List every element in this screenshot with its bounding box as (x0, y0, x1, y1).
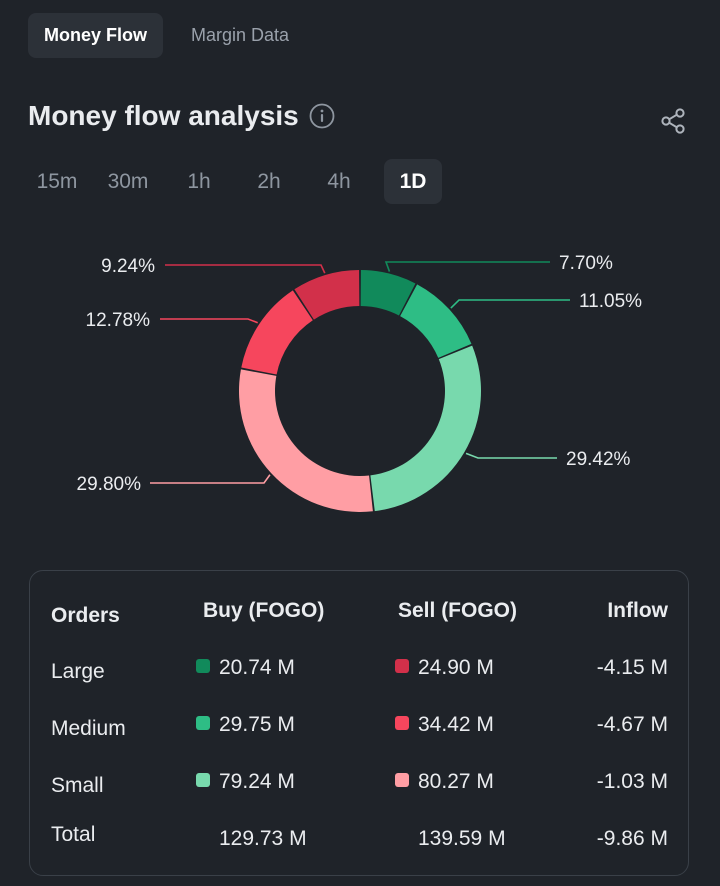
top-tabs: Money Flow Margin Data (28, 13, 305, 58)
donut-slice-sell-large[interactable] (294, 270, 360, 320)
range-15m[interactable]: 15m (36, 169, 78, 193)
leader-line (160, 318, 258, 324)
share-icon[interactable] (656, 104, 690, 138)
buy-large-swatch (196, 659, 210, 674)
section-header: Money flow analysis (28, 100, 335, 132)
sell-small-swatch (395, 773, 409, 788)
sell-value: 34.42 M (418, 713, 494, 736)
buy-value: 29.75 M (219, 713, 295, 736)
tab-money-flow[interactable]: Money Flow (28, 13, 163, 58)
slice-label: 7.70% (559, 253, 613, 274)
donut-slice-buy-large[interactable] (360, 270, 416, 316)
range-1d[interactable]: 1D (384, 159, 442, 204)
info-icon[interactable] (309, 103, 335, 129)
row-label: Large (51, 660, 105, 683)
range-2h[interactable]: 2h (257, 169, 281, 193)
inflow-value: -4.67 M (596, 713, 668, 736)
sell-value: 24.90 M (418, 656, 494, 679)
buy-cell: 29.75 M (196, 713, 295, 737)
donut-slice-buy-small[interactable] (370, 345, 481, 512)
orders-table: Orders Buy (FOGO) Sell (FOGO) Inflow Lar… (29, 570, 689, 876)
tab-margin-data[interactable]: Margin Data (191, 25, 290, 45)
inflow-value: -4.15 M (596, 656, 668, 679)
slice-label: 29.80% (77, 474, 142, 495)
sell-cell: 80.27 M (395, 770, 494, 794)
page-title: Money flow analysis (28, 100, 299, 131)
donut-slice-buy-medium[interactable] (400, 284, 472, 358)
buy-cell: 20.74 M (196, 656, 295, 680)
total-inflow: -9.86 M (596, 827, 668, 850)
leader-line (384, 261, 550, 272)
sell-medium-swatch (395, 716, 409, 731)
leader-line (150, 474, 271, 484)
sell-value: 80.27 M (418, 770, 494, 793)
header-sell: Sell (FOGO) (398, 599, 518, 622)
donut-slice-sell-small[interactable] (238, 369, 373, 512)
donut-slice-sell-medium[interactable] (241, 290, 313, 375)
row-label: Small (51, 774, 104, 797)
leader-line (165, 264, 326, 274)
buy-small-swatch (196, 773, 210, 788)
sell-cell: 34.42 M (395, 713, 494, 737)
header-buy: Buy (FOGO) (203, 599, 325, 622)
header-orders: Orders (51, 604, 120, 627)
range-1h[interactable]: 1h (187, 169, 211, 193)
range-30m[interactable]: 30m (107, 169, 149, 193)
header-inflow: Inflow (607, 599, 668, 622)
slice-label: 9.24% (101, 256, 155, 277)
money-flow-donut-chart: 7.70% 11.05% 29.42% 29.80% 12.78% 9.24% (77, 253, 642, 512)
buy-value: 20.74 M (219, 656, 295, 679)
slice-label: 12.78% (86, 310, 151, 331)
total-label: Total (51, 823, 96, 846)
sell-large-swatch (395, 659, 409, 674)
total-sell: 139.59 M (418, 827, 506, 850)
range-4h[interactable]: 4h (327, 169, 351, 193)
time-range-tabs: 15m 30m 1h 2h 4h 1D (28, 159, 442, 204)
total-buy: 129.73 M (219, 827, 307, 850)
leader-line (450, 299, 570, 309)
slice-label: 29.42% (566, 449, 631, 470)
inflow-value: -1.03 M (596, 770, 668, 793)
buy-cell: 79.24 M (196, 770, 295, 794)
sell-cell: 24.90 M (395, 656, 494, 680)
row-label: Medium (51, 717, 126, 740)
buy-value: 79.24 M (219, 770, 295, 793)
buy-medium-swatch (196, 716, 210, 731)
leader-line (465, 452, 557, 459)
slice-label: 11.05% (579, 291, 642, 312)
